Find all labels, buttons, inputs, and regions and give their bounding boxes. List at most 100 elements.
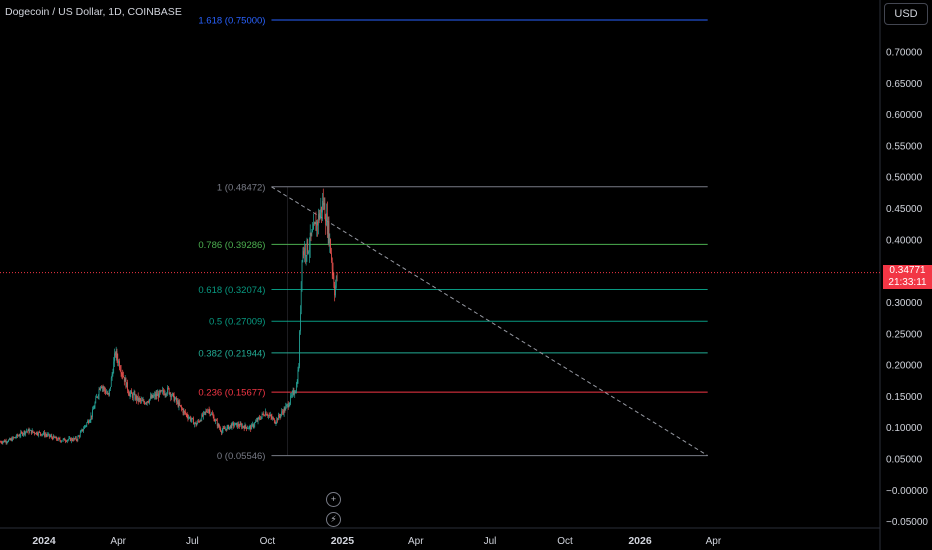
candle-body <box>213 416 215 421</box>
lightning-icon[interactable]: ⚡︎ <box>326 512 341 527</box>
candle <box>5 438 7 445</box>
candle <box>238 423 240 429</box>
candle-body <box>212 415 214 417</box>
price-axis-tick-label: 0.10000 <box>886 423 923 434</box>
price-axis-tick-label: 0.50000 <box>886 173 923 184</box>
candle <box>136 395 138 402</box>
candle-body <box>218 423 220 427</box>
candle-body <box>1 442 3 444</box>
candle-body <box>37 434 39 436</box>
currency-button[interactable]: USD <box>884 3 928 25</box>
candle <box>292 387 294 397</box>
candle <box>186 411 188 419</box>
fib-level-label: 1 (0.48472) <box>217 182 266 193</box>
candle <box>241 423 243 430</box>
candle <box>166 392 168 397</box>
plus-circle-icon[interactable]: + <box>326 492 341 507</box>
candle <box>131 388 133 394</box>
candle <box>299 329 300 369</box>
candle-body <box>185 413 187 415</box>
candle <box>305 255 307 266</box>
bar-countdown: 21:33:11 <box>888 277 927 288</box>
candle-body <box>110 386 111 389</box>
candle <box>167 386 169 390</box>
candle-body <box>70 437 71 441</box>
candle-body <box>6 442 8 443</box>
candle <box>110 386 111 392</box>
candle <box>3 440 5 443</box>
candle-body <box>313 223 315 225</box>
candle-body <box>27 429 29 432</box>
candle-body <box>275 422 277 424</box>
candle-body <box>177 401 179 407</box>
candle <box>66 439 68 444</box>
candle <box>247 427 249 429</box>
candle-body <box>153 395 154 398</box>
candle-body <box>214 420 216 422</box>
candle-body <box>149 398 150 403</box>
candle <box>86 422 88 428</box>
fib-level-label: 0.5 (0.27009) <box>209 317 266 328</box>
candle <box>91 415 93 420</box>
candle-body <box>194 422 196 424</box>
candle <box>153 393 155 399</box>
candle <box>294 390 296 398</box>
candle-body <box>105 390 106 394</box>
candle <box>226 424 228 431</box>
candle-body <box>272 418 273 419</box>
candle <box>174 396 176 403</box>
candle <box>239 421 241 427</box>
candle <box>92 406 93 420</box>
candle <box>207 408 208 414</box>
candle-body <box>44 434 46 436</box>
candle-body <box>118 361 119 363</box>
candle <box>275 421 277 427</box>
candle <box>215 418 216 425</box>
candle <box>207 409 209 414</box>
candle <box>156 390 158 400</box>
candle-body <box>257 417 259 422</box>
candle-body <box>286 404 287 407</box>
candle <box>15 435 17 440</box>
candle <box>60 440 62 443</box>
candle-body <box>68 438 70 440</box>
candle <box>176 398 178 405</box>
candle-body <box>32 430 34 433</box>
candle-body <box>180 405 181 407</box>
candle-body <box>132 394 134 399</box>
candle-body <box>281 411 282 415</box>
candle-body <box>279 416 281 418</box>
candle <box>247 425 248 430</box>
candle <box>178 400 180 411</box>
candle <box>237 421 239 430</box>
candle-body <box>273 418 274 419</box>
candle-body <box>63 438 65 440</box>
candle <box>211 411 212 416</box>
candle <box>314 221 316 225</box>
candle-body <box>178 402 180 407</box>
candle-body <box>141 399 142 401</box>
candle-body <box>254 422 256 426</box>
candle <box>190 416 192 423</box>
candle <box>164 390 166 398</box>
candle-body <box>93 407 95 409</box>
candle <box>143 399 145 404</box>
candle <box>295 381 297 394</box>
candle <box>243 425 245 432</box>
candle <box>185 413 187 418</box>
candle-body <box>277 418 278 421</box>
candle <box>121 372 123 379</box>
candle-body <box>30 430 32 434</box>
candle-body <box>7 441 8 443</box>
candle-body <box>204 411 206 413</box>
candle <box>4 439 5 443</box>
candle-body <box>108 393 110 395</box>
candle-body <box>264 415 265 417</box>
symbol-title[interactable]: Dogecoin / US Dollar, 1D, COINBASE <box>5 6 182 18</box>
candle <box>171 394 172 400</box>
price-axis-tick-label: 0.60000 <box>886 110 923 121</box>
candle-body <box>101 386 102 389</box>
candle <box>42 433 44 436</box>
candle <box>83 426 84 434</box>
